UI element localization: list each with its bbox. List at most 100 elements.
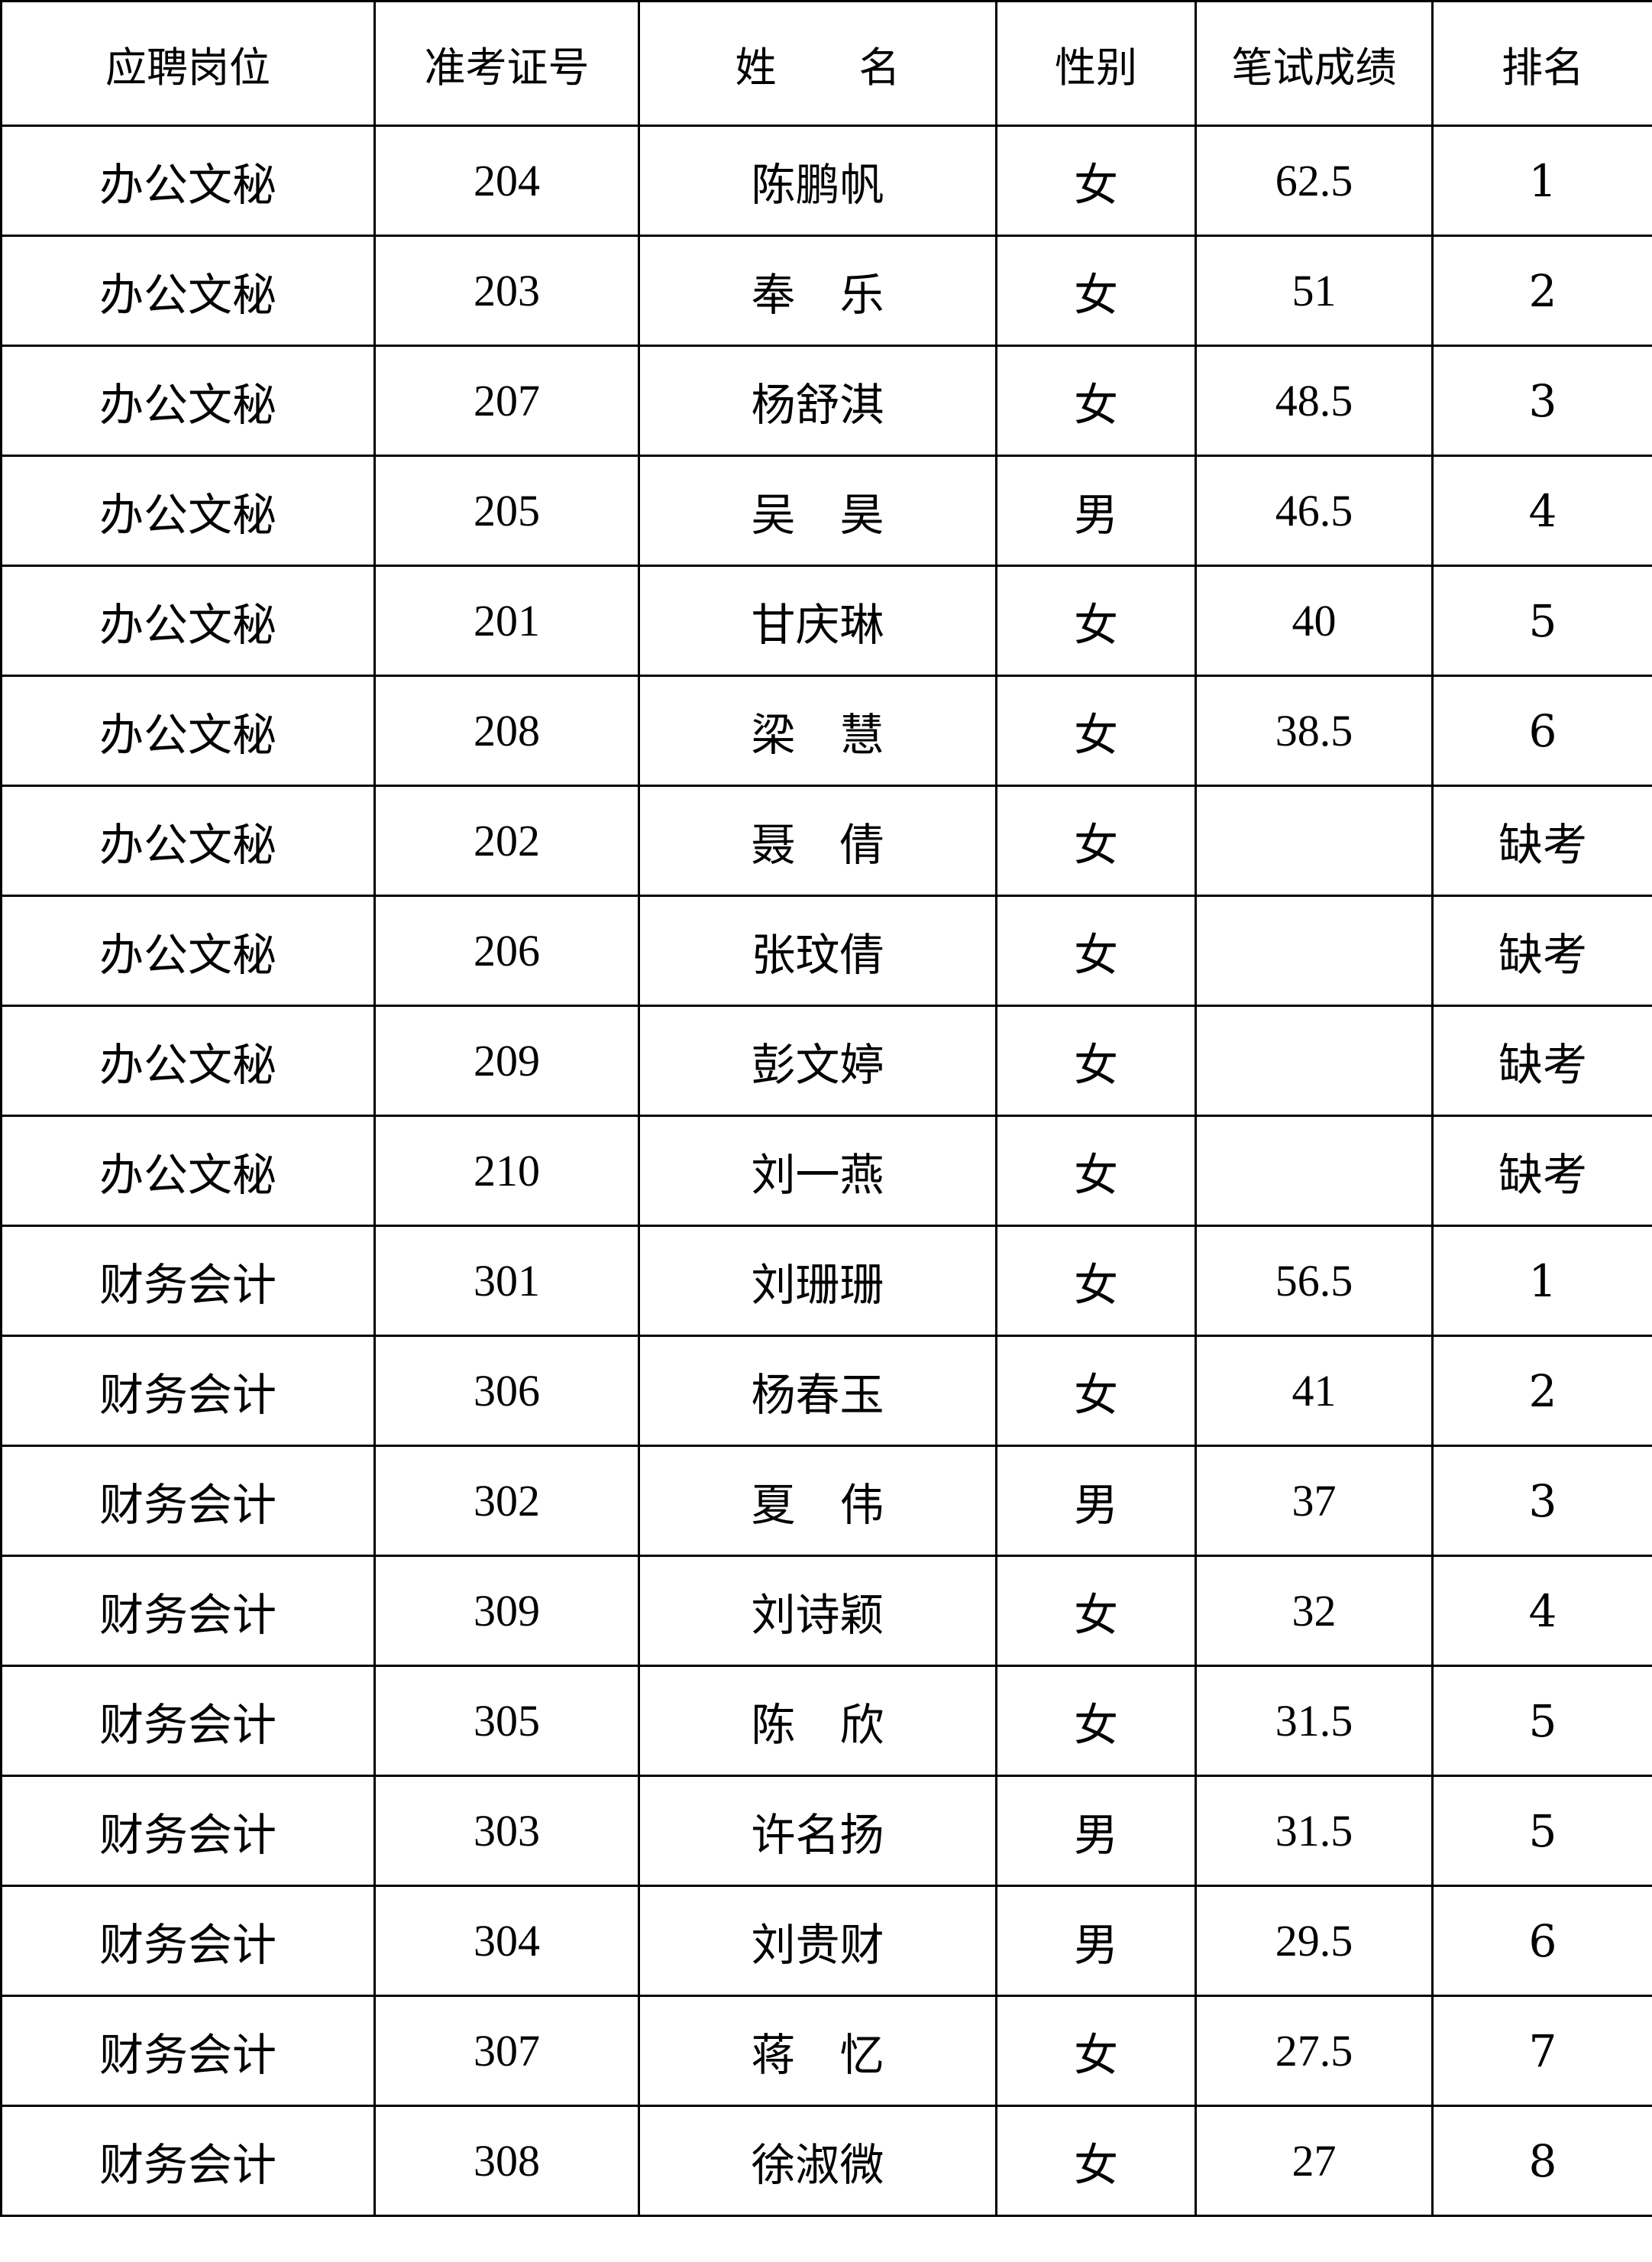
cell-id: 206 (373, 895, 640, 1007)
cell-id: 202 (373, 785, 640, 897)
cell-name: 奉 乐 (638, 235, 997, 347)
cell-id: 201 (373, 565, 640, 677)
cell-name: 梁 慧 (638, 675, 997, 787)
table-row: 财务会计 307 蒋 忆女 27.5 7 (0, 1995, 1652, 2107)
cell-score: 40 (1195, 565, 1434, 677)
table-row: 办公文秘 204 陈鹏帆女 62.5 1 (0, 125, 1652, 237)
cell-position: 财务会计 (0, 1225, 376, 1337)
cell-position: 财务会计 (0, 1555, 376, 1667)
cell-id: 304 (373, 1885, 640, 1997)
cell-id: 301 (373, 1225, 640, 1337)
cell-rank: 5 (1431, 565, 1652, 677)
table-row: 办公文秘 201 甘庆琳女 40 5 (0, 565, 1652, 677)
cell-gender: 女 (995, 895, 1197, 1007)
cell-score: 37 (1195, 1445, 1434, 1557)
table-row: 办公文秘 206 张玟倩女 缺考 (0, 895, 1652, 1007)
cell-rank: 缺考 (1431, 895, 1652, 1007)
cell-position: 财务会计 (0, 1775, 376, 1887)
cell-position: 办公文秘 (0, 675, 376, 787)
cell-score (1195, 895, 1434, 1007)
cell-id: 302 (373, 1445, 640, 1557)
header-row: 应聘岗位 准考证号 姓 名 性别 笔试成绩 排名 (0, 0, 1652, 127)
cell-name: 刘一燕 (638, 1115, 997, 1227)
cell-id: 309 (373, 1555, 640, 1667)
cell-gender: 女 (995, 345, 1197, 457)
cell-rank: 6 (1431, 1885, 1652, 1997)
cell-id: 205 (373, 455, 640, 567)
table-row: 财务会计 303 许名扬男 31.5 5 (0, 1775, 1652, 1887)
table-row: 办公文秘 207 杨舒淇女 48.5 3 (0, 345, 1652, 457)
cell-score: 31.5 (1195, 1775, 1434, 1887)
header-score: 笔试成绩 (1195, 0, 1434, 127)
cell-rank: 3 (1431, 345, 1652, 457)
table-row: 办公文秘 202 聂 倩女 缺考 (0, 785, 1652, 897)
cell-id: 305 (373, 1665, 640, 1777)
cell-gender: 男 (995, 1445, 1197, 1557)
cell-position: 办公文秘 (0, 565, 376, 677)
table-row: 财务会计 308 徐淑微女 27 8 (0, 2105, 1652, 2217)
cell-name: 彭文婷 (638, 1005, 997, 1117)
cell-gender: 女 (995, 1005, 1197, 1117)
cell-id: 209 (373, 1005, 640, 1117)
cell-score: 27.5 (1195, 1995, 1434, 2107)
cell-score: 46.5 (1195, 455, 1434, 567)
cell-gender: 女 (995, 125, 1197, 237)
table-row: 财务会计 302 夏 伟男 37 3 (0, 1445, 1652, 1557)
cell-name: 夏 伟 (638, 1445, 997, 1557)
cell-rank: 2 (1431, 235, 1652, 347)
cell-position: 财务会计 (0, 1335, 376, 1447)
header-gender: 性别 (995, 0, 1197, 127)
cell-position: 财务会计 (0, 1885, 376, 1997)
cell-id: 207 (373, 345, 640, 457)
cell-position: 财务会计 (0, 2105, 376, 2217)
cell-name: 甘庆琳 (638, 565, 997, 677)
cell-name: 刘珊珊 (638, 1225, 997, 1337)
cell-name: 杨春玉 (638, 1335, 997, 1447)
cell-rank: 缺考 (1431, 785, 1652, 897)
cell-score: 32 (1195, 1555, 1434, 1667)
cell-name: 徐淑微 (638, 2105, 997, 2217)
cell-position: 财务会计 (0, 1665, 376, 1777)
cell-gender: 女 (995, 1665, 1197, 1777)
cell-name: 许名扬 (638, 1775, 997, 1887)
cell-rank: 缺考 (1431, 1115, 1652, 1227)
cell-score: 41 (1195, 1335, 1434, 1447)
header-name: 姓 名 (638, 0, 997, 127)
header-exam-id: 准考证号 (373, 0, 640, 127)
table-row: 财务会计 309 刘诗颖女 32 4 (0, 1555, 1652, 1667)
table-row: 办公文秘 203 奉 乐女 51 2 (0, 235, 1652, 347)
cell-gender: 女 (995, 235, 1197, 347)
cell-gender: 男 (995, 1775, 1197, 1887)
cell-position: 办公文秘 (0, 1005, 376, 1117)
cell-name: 陈鹏帆 (638, 125, 997, 237)
table-row: 办公文秘 210 刘一燕女 缺考 (0, 1115, 1652, 1227)
cell-name: 张玟倩 (638, 895, 997, 1007)
cell-position: 财务会计 (0, 1995, 376, 2107)
cell-rank: 5 (1431, 1775, 1652, 1887)
header-position: 应聘岗位 (0, 0, 376, 127)
cell-score: 27 (1195, 2105, 1434, 2217)
header-rank: 排名 (1431, 0, 1652, 127)
cell-rank: 5 (1431, 1665, 1652, 1777)
cell-gender: 女 (995, 1555, 1197, 1667)
cell-gender: 女 (995, 2105, 1197, 2217)
table-row: 办公文秘 208 梁 慧女 38.5 6 (0, 675, 1652, 787)
cell-rank: 2 (1431, 1335, 1652, 1447)
table-row: 办公文秘 205 吴 昊男 46.5 4 (0, 455, 1652, 567)
cell-name: 刘贵财 (638, 1885, 997, 1997)
cell-id: 303 (373, 1775, 640, 1887)
cell-rank: 1 (1431, 125, 1652, 237)
cell-rank: 1 (1431, 1225, 1652, 1337)
table-row: 财务会计 305 陈 欣女 31.5 5 (0, 1665, 1652, 1777)
cell-score: 38.5 (1195, 675, 1434, 787)
cell-score: 31.5 (1195, 1665, 1434, 1777)
cell-id: 308 (373, 2105, 640, 2217)
cell-position: 办公文秘 (0, 345, 376, 457)
cell-name: 聂 倩 (638, 785, 997, 897)
cell-rank: 缺考 (1431, 1005, 1652, 1117)
cell-score: 48.5 (1195, 345, 1434, 457)
cell-position: 办公文秘 (0, 1115, 376, 1227)
cell-name: 陈 欣 (638, 1665, 997, 1777)
cell-id: 208 (373, 675, 640, 787)
